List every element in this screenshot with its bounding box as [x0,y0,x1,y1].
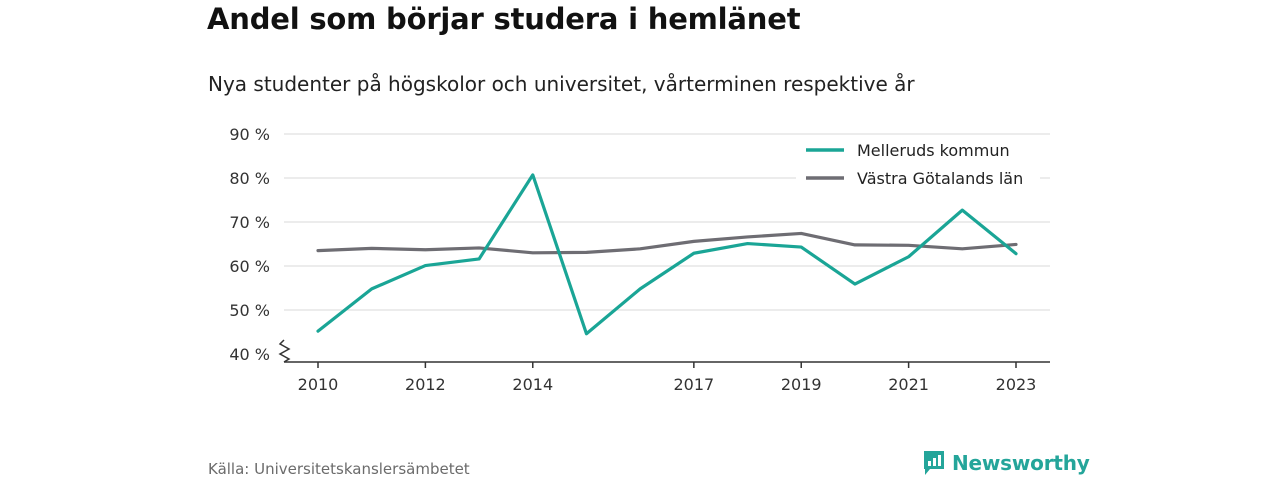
y-tick-label: 50 % [229,301,270,320]
series-line-1 [316,231,1018,255]
chart-subtitle: Nya studenter på högskolor och universit… [208,72,915,96]
x-tick-label: 2023 [996,375,1037,394]
x-tick-label: 2010 [298,375,339,394]
y-tick-label: 70 % [229,213,270,232]
y-tick-label: 60 % [229,257,270,276]
y-tick-label: 90 % [229,125,270,144]
x-tick-label: 2021 [888,375,929,394]
newsworthy-logo: Newsworthy [922,449,1090,477]
legend-label: Melleruds kommun [857,141,1010,160]
y-tick-label: 80 % [229,169,270,188]
x-tick-label: 2019 [781,375,822,394]
x-tick-label: 2012 [405,375,446,394]
x-tick-label: 2014 [512,375,553,394]
newsworthy-logo-text: Newsworthy [952,451,1090,475]
legend-background [796,136,1040,194]
legend-label: Västra Götalands län [857,169,1023,188]
chart-title: Andel som börjar studera i hemlänet [207,2,801,36]
newsworthy-logo-icon [924,451,944,475]
source-note: Källa: Universitetskanslersämbetet [208,460,470,478]
series-line-0 [316,173,1018,336]
y-tick-label: 40 % [229,345,270,364]
x-tick-label: 2017 [673,375,714,394]
axis-break-icon [278,339,291,363]
